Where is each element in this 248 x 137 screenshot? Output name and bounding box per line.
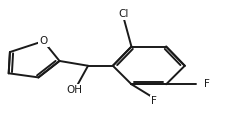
Text: Cl: Cl bbox=[119, 9, 129, 19]
Text: O: O bbox=[39, 36, 48, 46]
Text: F: F bbox=[151, 96, 157, 106]
Text: OH: OH bbox=[66, 85, 82, 95]
Text: F: F bbox=[204, 79, 210, 89]
